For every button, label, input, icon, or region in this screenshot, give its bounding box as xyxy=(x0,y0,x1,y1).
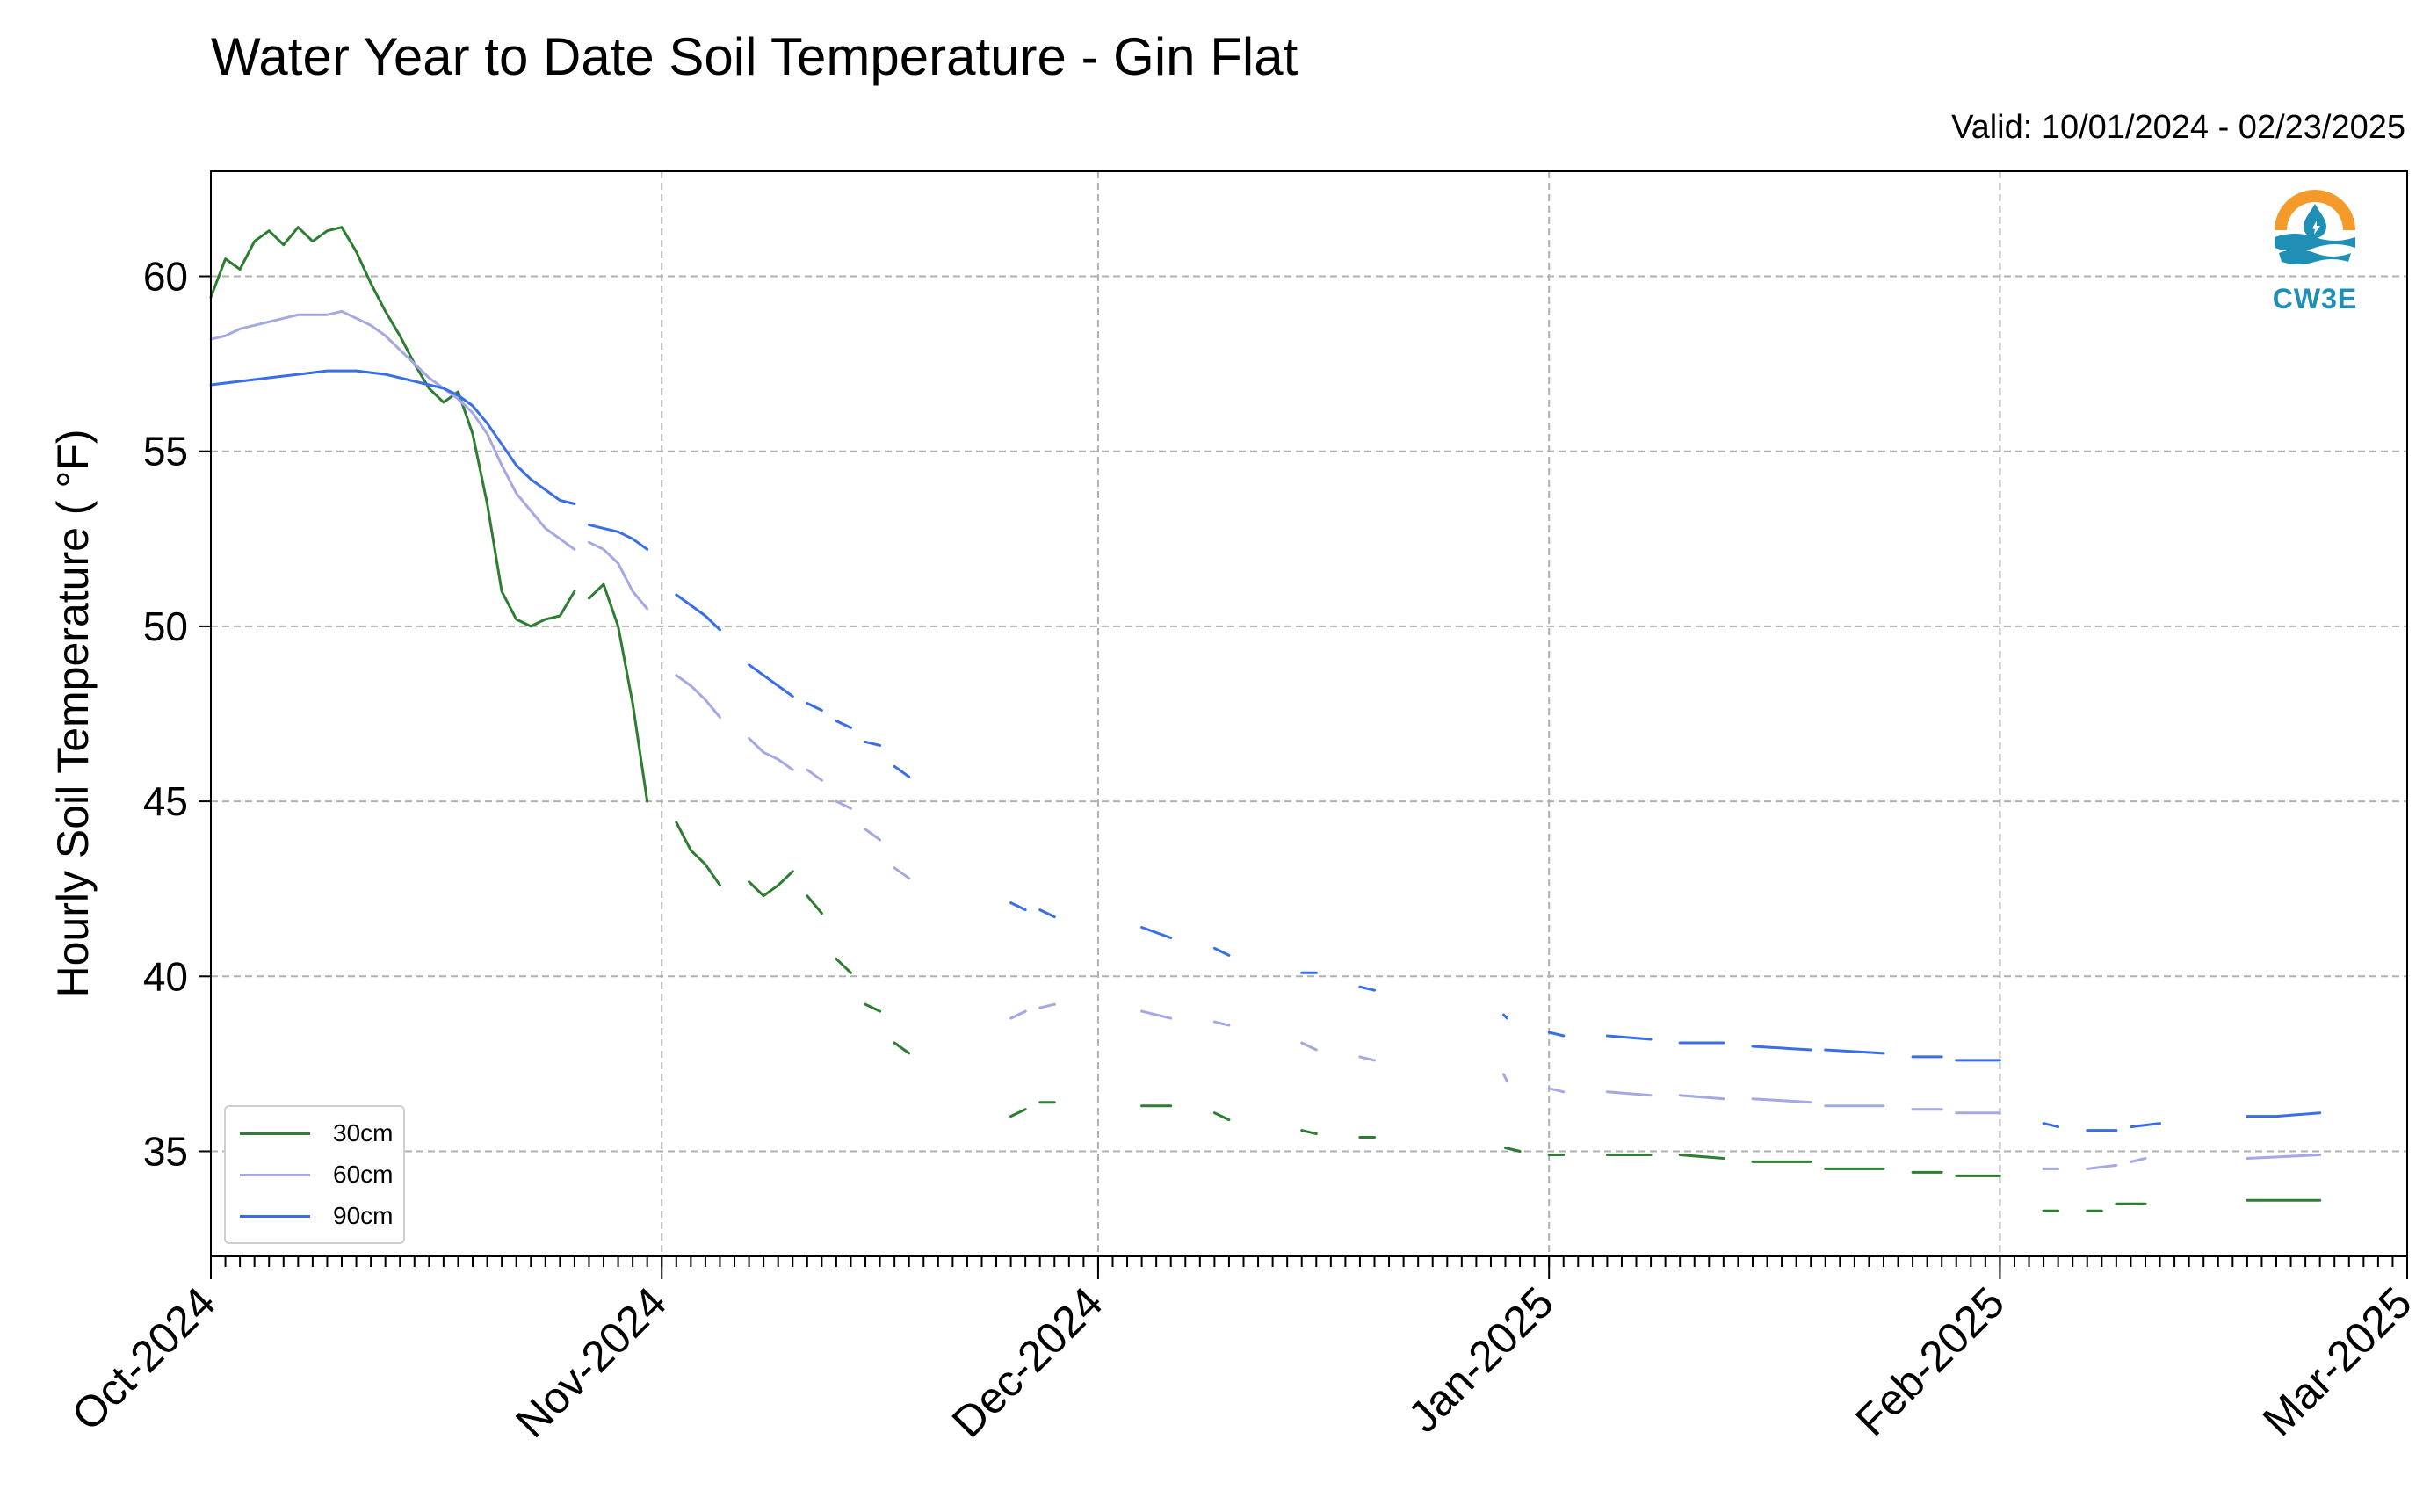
y-tick-label: 35 xyxy=(143,1128,188,1174)
series-line-30cm xyxy=(1678,1154,1725,1160)
series-30cm xyxy=(209,226,2322,1212)
series-line-30cm xyxy=(835,957,852,974)
series-line-60cm xyxy=(1212,1020,1231,1027)
x-tick-label: Dec-2024 xyxy=(943,1277,1112,1447)
series-line-90cm xyxy=(1502,1013,1508,1020)
series-line-90cm xyxy=(864,740,882,747)
series-line-90cm xyxy=(209,369,576,505)
series-line-30cm xyxy=(748,870,794,898)
legend-label-60cm: 60cm xyxy=(333,1161,394,1188)
cw3e-logo: CW3E xyxy=(2258,184,2372,325)
series-line-60cm xyxy=(1358,1055,1376,1062)
y-tick-label: 55 xyxy=(143,429,188,474)
cw3e-logo-text: CW3E xyxy=(2272,283,2358,315)
series-line-60cm xyxy=(1300,1041,1318,1052)
y-tick-label: 40 xyxy=(143,953,188,999)
legend-item-90cm: 90cm xyxy=(240,1198,393,1233)
series-90cm xyxy=(209,369,2322,1132)
series-line-60cm xyxy=(835,799,852,810)
series-line-60cm xyxy=(1678,1094,1725,1101)
legend-label-90cm: 90cm xyxy=(333,1202,394,1229)
series-line-90cm xyxy=(2042,1122,2060,1129)
series-line-60cm xyxy=(1038,1002,1056,1009)
series-line-30cm xyxy=(1504,1147,1522,1153)
plot-frame xyxy=(210,170,2408,1257)
x-tick-label: Nov-2024 xyxy=(506,1277,676,1447)
series-line-90cm xyxy=(748,663,794,698)
series-line-60cm xyxy=(1502,1073,1508,1083)
series-layer xyxy=(209,226,2322,1212)
y-axis-label: Hourly Soil Temperature ( °F) xyxy=(48,429,98,997)
chart-subtitle: Valid: 10/01/2024 - 02/23/2025 xyxy=(1951,109,2405,146)
x-tick-label: Mar-2025 xyxy=(2253,1277,2421,1445)
series-line-60cm xyxy=(748,736,794,771)
y-tick-label: 50 xyxy=(143,604,188,649)
series-line-90cm xyxy=(588,523,649,551)
series-line-60cm xyxy=(2086,1163,2118,1170)
series-line-90cm xyxy=(1605,1034,1653,1041)
series-line-90cm xyxy=(806,702,823,712)
series-line-30cm xyxy=(1212,1111,1231,1122)
chart-legend: 30cm 60cm 90cm xyxy=(224,1105,405,1244)
series-line-60cm xyxy=(1547,1087,1566,1094)
series-line-30cm xyxy=(675,821,721,887)
series-line-60cm xyxy=(1751,1097,1812,1104)
series-line-60cm xyxy=(1140,1009,1173,1020)
series-60cm xyxy=(209,309,2322,1170)
legend-swatch-30cm xyxy=(240,1132,310,1135)
series-line-90cm xyxy=(1038,908,1056,919)
series-line-90cm xyxy=(2246,1111,2322,1118)
series-line-60cm xyxy=(864,828,882,842)
x-tick-label: Jan-2025 xyxy=(1399,1277,1563,1442)
legend-label-30cm: 30cm xyxy=(333,1119,394,1147)
series-line-60cm xyxy=(893,866,911,880)
series-line-60cm xyxy=(2246,1154,2322,1160)
series-line-90cm xyxy=(1824,1048,1885,1055)
legend-swatch-60cm xyxy=(240,1173,310,1176)
series-line-60cm xyxy=(588,540,649,611)
series-line-60cm xyxy=(1605,1090,1653,1097)
legend-item-30cm: 30cm xyxy=(240,1116,393,1151)
series-line-60cm xyxy=(675,674,721,719)
series-line-90cm xyxy=(835,720,852,729)
series-line-90cm xyxy=(893,764,911,778)
series-line-30cm xyxy=(588,582,649,803)
legend-item-60cm: 60cm xyxy=(240,1157,393,1192)
x-tick-label: Feb-2025 xyxy=(1846,1277,2014,1445)
series-line-30cm xyxy=(893,1041,911,1055)
series-line-90cm xyxy=(2129,1122,2161,1129)
y-tick-label: 45 xyxy=(143,778,188,824)
series-line-90cm xyxy=(1751,1045,1812,1052)
series-line-60cm xyxy=(806,768,823,782)
chart-title: Water Year to Date Soil Temperature - Gi… xyxy=(211,27,1298,86)
series-line-60cm xyxy=(1009,1009,1027,1020)
series-line-90cm xyxy=(1009,901,1027,912)
series-line-90cm xyxy=(1212,946,1231,957)
series-line-90cm xyxy=(1358,985,1376,992)
series-line-90cm xyxy=(1547,1031,1566,1038)
series-line-30cm xyxy=(864,1002,882,1013)
x-tick-label: Oct-2024 xyxy=(62,1277,225,1440)
series-line-30cm xyxy=(1009,1108,1027,1118)
series-line-60cm xyxy=(209,309,576,551)
series-line-90cm xyxy=(1140,926,1173,939)
series-line-30cm xyxy=(209,226,576,628)
series-line-90cm xyxy=(675,593,721,632)
legend-swatch-90cm xyxy=(240,1214,310,1218)
cw3e-logo-icon xyxy=(2275,190,2355,272)
series-line-30cm xyxy=(806,894,823,915)
plot-area xyxy=(211,171,2407,1256)
series-line-30cm xyxy=(1300,1129,1318,1136)
y-tick-label: 60 xyxy=(143,254,188,300)
series-line-60cm xyxy=(2129,1157,2147,1163)
